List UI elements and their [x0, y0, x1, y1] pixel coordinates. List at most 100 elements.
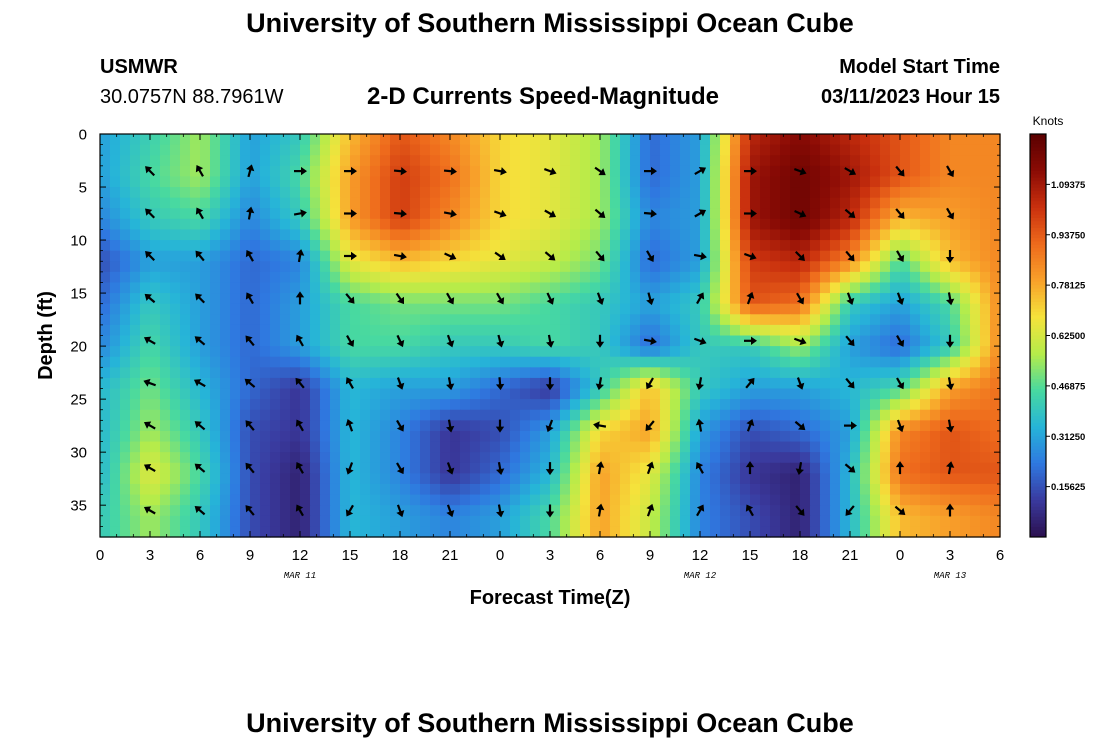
heatmap-cell	[670, 377, 681, 390]
heatmap-cell	[180, 155, 191, 167]
heatmap-cell	[220, 282, 231, 294]
heatmap-cell	[910, 303, 921, 315]
heatmap-cell	[250, 208, 261, 220]
heatmap-cell	[980, 240, 991, 252]
current-arrow	[946, 207, 955, 220]
heatmap-cell	[620, 314, 631, 326]
heatmap-cell	[690, 494, 701, 506]
heatmap-cell	[270, 505, 281, 517]
heatmap-cell	[160, 377, 171, 390]
heatmap-cell	[470, 430, 481, 443]
heatmap-cell	[850, 367, 861, 379]
heatmap-cell	[560, 208, 571, 220]
heatmap-cell	[710, 388, 721, 400]
heatmap-cell	[600, 335, 611, 347]
heatmap-cell	[490, 346, 501, 358]
current-arrow	[796, 377, 805, 390]
heatmap-cell	[520, 356, 531, 368]
heatmap-cell	[970, 473, 981, 485]
heatmap-cell	[850, 409, 861, 421]
heatmap-cell	[880, 473, 891, 485]
heatmap-cell	[500, 335, 511, 347]
heatmap-cell	[510, 399, 521, 411]
heatmap-cell	[390, 176, 401, 188]
heatmap-cell	[920, 515, 931, 527]
heatmap-cell	[860, 335, 871, 347]
heatmap-cell	[830, 515, 841, 527]
heatmap-cell	[690, 144, 701, 156]
heatmap-cell	[190, 462, 201, 474]
heatmap-cell	[660, 409, 671, 421]
heatmap-cell	[560, 165, 571, 178]
heatmap-cell	[180, 208, 191, 220]
colorbar-swatch	[1030, 315, 1046, 320]
heatmap-cell	[520, 515, 531, 527]
heatmap-cell	[310, 494, 321, 506]
heatmap-cell	[500, 261, 511, 273]
heatmap-cell	[180, 176, 191, 188]
heatmap-cell	[880, 155, 891, 167]
heatmap-cell	[450, 515, 461, 527]
heatmap-cell	[640, 293, 651, 305]
heatmap-cell	[260, 409, 271, 421]
heatmap-cell	[190, 335, 201, 347]
heatmap-cell	[370, 526, 381, 538]
heatmap-cell	[910, 483, 921, 496]
heatmap-cell	[170, 473, 181, 485]
heatmap-cell	[900, 430, 911, 443]
heatmap-cell	[580, 473, 591, 485]
heatmap-cell	[320, 165, 331, 178]
heatmap-cell	[260, 176, 271, 188]
colorbar-swatch	[1030, 268, 1046, 273]
heatmap-cell	[280, 356, 291, 368]
heatmap-cell	[870, 187, 881, 199]
heatmap-cell	[580, 314, 591, 326]
heatmap-cell	[560, 441, 571, 453]
heatmap-cell	[310, 144, 321, 156]
heatmap-cell	[470, 356, 481, 368]
heatmap-cell	[970, 377, 981, 390]
heatmap-cell	[200, 452, 211, 464]
colorbar-swatch	[1030, 483, 1046, 488]
heatmap-cell	[640, 420, 651, 432]
heatmap-cell	[100, 240, 111, 252]
heatmap-cell	[850, 271, 861, 284]
heatmap-cell	[870, 176, 881, 188]
heatmap-cell	[680, 346, 691, 358]
heatmap-cell	[340, 399, 351, 411]
heatmap-cell	[530, 430, 541, 443]
heatmap-cell	[600, 250, 611, 262]
heatmap-cell	[760, 250, 771, 262]
heatmap-cell	[810, 165, 821, 178]
heatmap-cell	[510, 409, 521, 421]
current-arrow	[344, 251, 357, 261]
heatmap-cell	[230, 441, 241, 453]
heatmap-cell	[660, 303, 671, 315]
heatmap-cell	[890, 144, 901, 156]
current-arrow	[646, 461, 655, 475]
heatmap-cell	[340, 494, 351, 506]
heatmap-cell	[310, 165, 321, 178]
heatmap-cell	[950, 409, 961, 421]
heatmap-cell	[410, 346, 421, 358]
heatmap-cell	[320, 473, 331, 485]
heatmap-cell	[790, 356, 801, 368]
heatmap-cell	[380, 377, 391, 390]
heatmap-cell	[740, 155, 751, 167]
heatmap-cell	[270, 314, 281, 326]
heatmap-cell	[840, 187, 851, 199]
heatmap-cell	[420, 462, 431, 474]
heatmap-cell	[270, 409, 281, 421]
heatmap-cell	[670, 229, 681, 241]
heatmap-cell	[360, 165, 371, 178]
heatmap-cell	[280, 505, 291, 517]
heatmap-cell	[740, 324, 751, 337]
heatmap-cell	[150, 515, 161, 527]
heatmap-cell	[260, 155, 271, 167]
heatmap-cell	[350, 261, 361, 273]
heatmap-cell	[810, 303, 821, 315]
heatmap-cell	[470, 240, 481, 252]
heatmap-cell	[830, 155, 841, 167]
heatmap-cell	[600, 208, 611, 220]
heatmap-cell	[860, 218, 871, 231]
